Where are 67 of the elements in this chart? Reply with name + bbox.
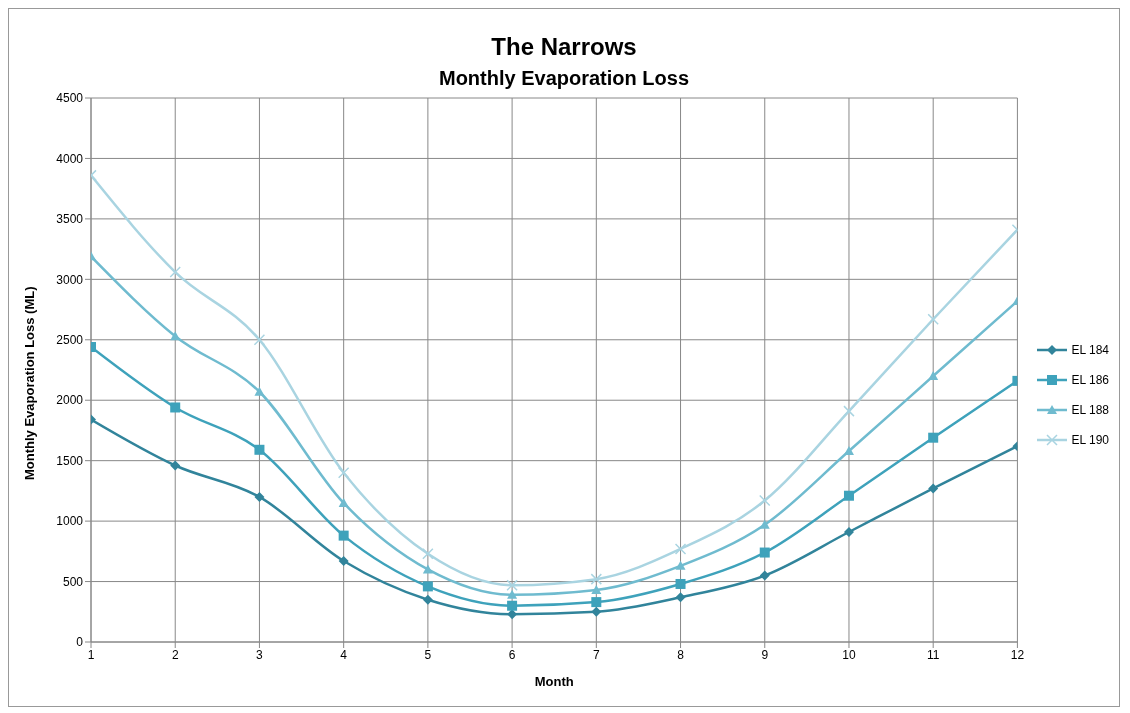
chart-title: The Narrows: [490, 33, 638, 61]
y-tick-label: 4500: [56, 91, 84, 106]
point: [254, 444, 265, 455]
point: [254, 386, 265, 396]
point: [759, 547, 770, 558]
x-tick-label: 7: [592, 647, 600, 662]
point: [507, 589, 518, 599]
point: [759, 570, 770, 581]
point: [338, 556, 349, 566]
point: [591, 606, 602, 617]
x-tick-label: 12: [1010, 647, 1025, 662]
y-tick-label: 2000: [56, 393, 84, 408]
y-tick-label: 1500: [56, 453, 84, 468]
point: [507, 609, 518, 620]
legend-label: EL 190: [1071, 433, 1109, 447]
point: [928, 483, 939, 494]
x-tick-label: 3: [256, 647, 264, 662]
y-axis-title: Monthly Evaporation Loss (ML): [21, 286, 37, 480]
point: [338, 497, 349, 507]
y-tick-label: 1000: [56, 514, 84, 529]
point: [591, 597, 602, 608]
point: [422, 594, 433, 605]
point: [337, 467, 350, 479]
point: [591, 585, 602, 595]
point: [928, 432, 939, 443]
point: [170, 402, 181, 413]
x-tick-label: 9: [761, 647, 769, 662]
point: [422, 548, 434, 560]
point: [254, 491, 265, 502]
point: [675, 592, 686, 603]
point: [759, 494, 771, 507]
x-tick-label: 5: [424, 647, 432, 662]
chart-subtitle: Monthly Evaporation Loss: [438, 67, 690, 90]
point: [843, 526, 854, 537]
x-tick-label: 6: [508, 647, 516, 662]
point: [674, 543, 687, 555]
y-tick-label: 500: [62, 574, 84, 589]
point: [843, 490, 854, 501]
x-tick-label: 8: [677, 647, 685, 662]
point: [338, 530, 349, 541]
x-tick-label: 11: [926, 647, 940, 662]
point: [590, 573, 603, 585]
x-tick-label: 10: [842, 647, 856, 662]
point: [927, 313, 939, 325]
legend-label: EL 184: [1071, 343, 1109, 357]
legend-label: EL 188: [1071, 403, 1109, 417]
point: [507, 600, 518, 611]
x-tick-label: 4: [340, 647, 348, 662]
point: [675, 578, 686, 589]
y-tick-label: 3000: [56, 272, 84, 287]
point: [928, 371, 939, 381]
point: [759, 519, 770, 529]
y-tick-label: 2500: [56, 333, 84, 348]
point: [422, 581, 433, 592]
y-tick-label: 4000: [56, 151, 84, 166]
point: [675, 560, 686, 570]
y-tick-label: 3500: [56, 212, 84, 227]
point: [170, 460, 181, 471]
point: [843, 405, 855, 417]
point: [843, 446, 854, 455]
y-tick-label: 0: [76, 635, 84, 650]
x-axis-title: Month: [534, 674, 574, 689]
point: [253, 334, 266, 346]
x-tick-label: 1: [87, 647, 95, 662]
legend-label: EL 186: [1071, 373, 1109, 387]
point: [506, 579, 518, 591]
x-tick-label: 2: [171, 647, 179, 662]
